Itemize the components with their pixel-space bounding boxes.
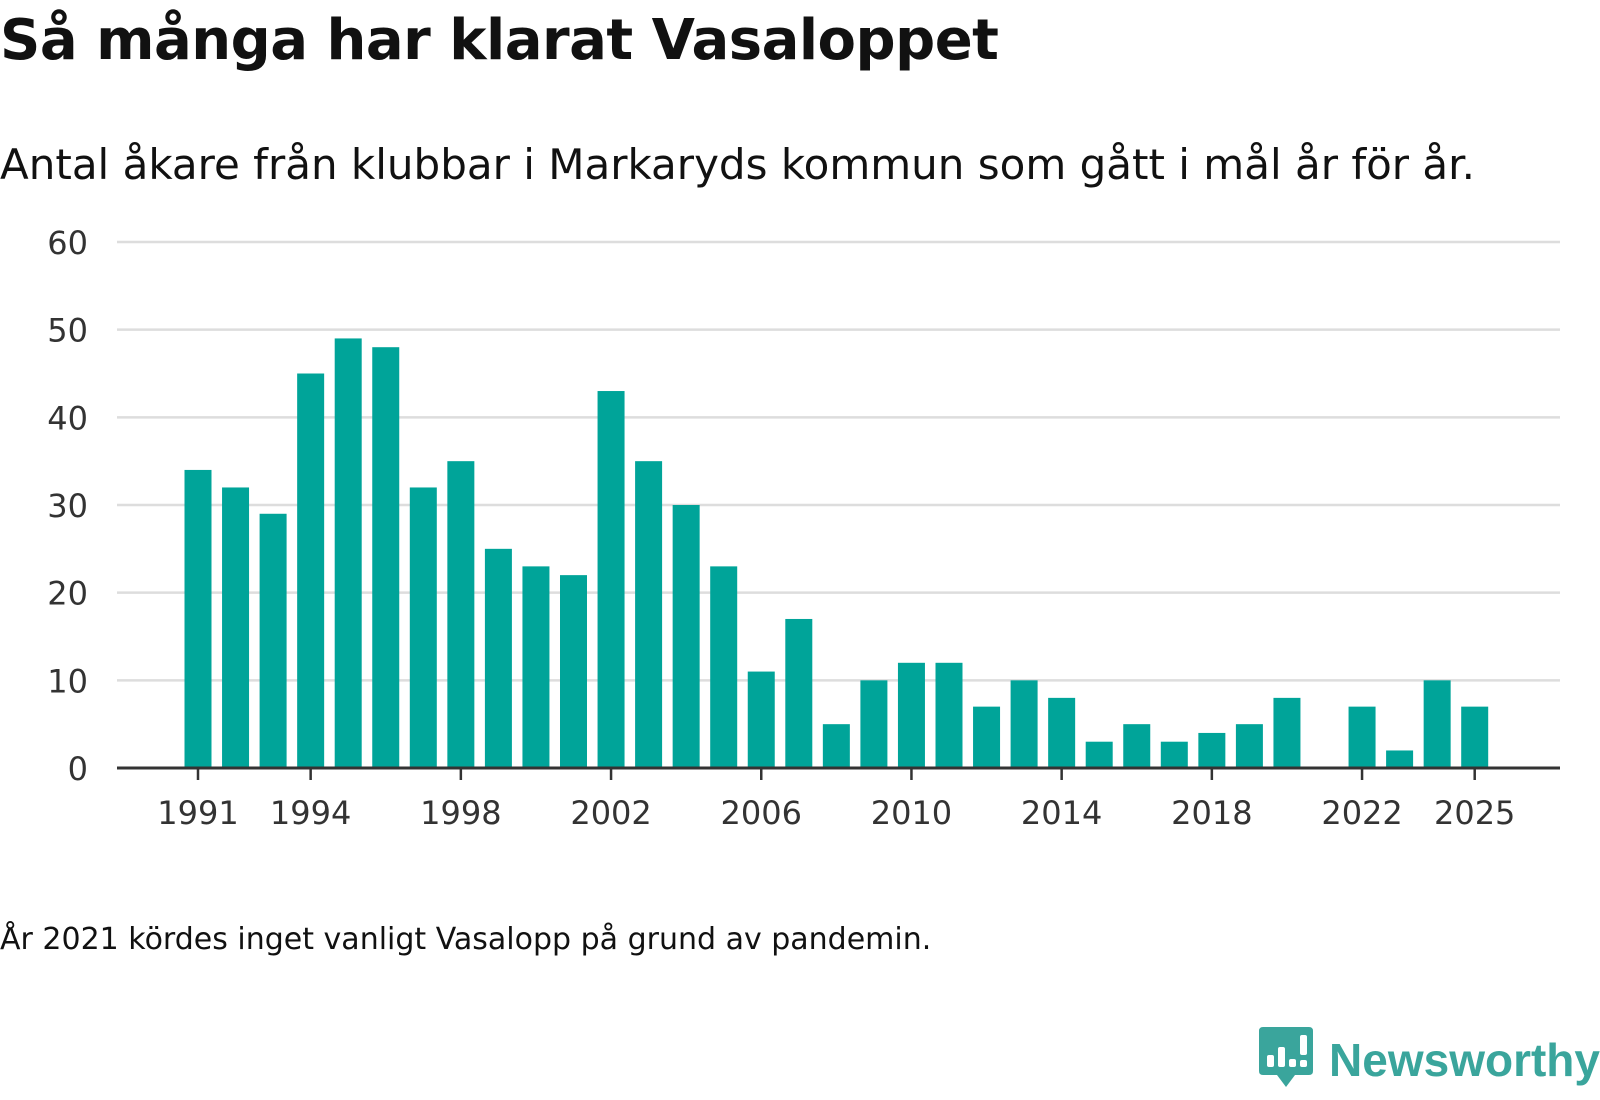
newsworthy-bar-chart-icon [1257,1025,1315,1095]
bar-2014 [1048,697,1076,768]
x-tick-label: 2006 [721,794,802,832]
y-tick-label: 20 [47,575,88,613]
y-tick-label: 60 [47,224,88,262]
bar-2018 [1198,732,1226,768]
chart-subtitle: Antal åkare från klubbar i Markaryds kom… [0,140,1475,189]
bar-2003 [635,461,663,768]
bar-2025 [1461,706,1489,768]
bar-2007 [785,618,813,768]
bar-2009 [860,680,888,768]
bar-2006 [747,671,775,768]
newsworthy-wordmark: Newsworthy [1329,1034,1600,1086]
bars [184,338,1489,768]
bar-1999 [484,548,512,768]
x-tick-label: 2014 [1021,794,1102,832]
bar-2004 [672,505,700,768]
bar-2016 [1123,724,1151,768]
bar-2001 [560,575,587,768]
x-tick-label: 2025 [1434,794,1515,832]
chart-title: Så många har klarat Vasaloppet [0,8,999,73]
bar-chart: 0 10 20 30 40 50 60 1991 1994 1998 2002 2006 2010 20… [47,224,1560,832]
x-tick-label: 1991 [157,794,238,832]
bar-1994 [297,373,325,768]
footnote: År 2021 kördes inget vanligt Vasalopp på… [0,922,932,957]
bar-1993 [259,513,287,768]
bar-2015 [1085,741,1113,768]
y-tick-labels: 0 10 20 30 40 50 60 [47,224,88,788]
bar-2019 [1235,724,1263,768]
x-tick-label: 2002 [570,794,651,832]
x-tick-label: 2010 [871,794,952,832]
bar-1997 [409,487,437,768]
bar-1996 [372,347,400,768]
bar-2011 [935,662,963,768]
bar-2024 [1423,680,1451,768]
bar-1992 [222,487,250,768]
bar-2010 [897,662,925,768]
bar-2012 [973,706,1001,768]
gridlines [117,240,1560,682]
x-tick-label: 1994 [270,794,351,832]
x-tick-label: 1998 [420,794,501,832]
bar-2013 [1010,680,1038,768]
y-tick-label: 10 [47,662,88,700]
x-tick-label: 2018 [1171,794,1252,832]
bar-2002 [597,391,625,768]
bar-2005 [710,566,738,768]
bar-2020 [1273,697,1301,768]
bar-2022 [1348,706,1376,768]
x-tick-labels: 1991 1994 1998 2002 2006 2010 2014 2018 2022 2025 [157,794,1515,832]
bar-2023 [1386,750,1414,768]
bar-2017 [1160,741,1188,768]
newsworthy-logo[interactable]: Newsworthy [1257,1020,1600,1100]
x-ticks [196,768,1476,780]
bar-2008 [822,724,850,768]
bar-1991 [184,469,212,768]
bar-2000 [522,566,550,768]
bar-1998 [447,461,475,768]
x-tick-label: 2022 [1321,794,1402,832]
y-tick-label: 40 [47,399,88,437]
bar-1995 [334,338,362,768]
y-tick-label: 30 [47,487,88,525]
y-tick-label: 0 [68,750,88,788]
y-tick-label: 50 [47,312,88,350]
